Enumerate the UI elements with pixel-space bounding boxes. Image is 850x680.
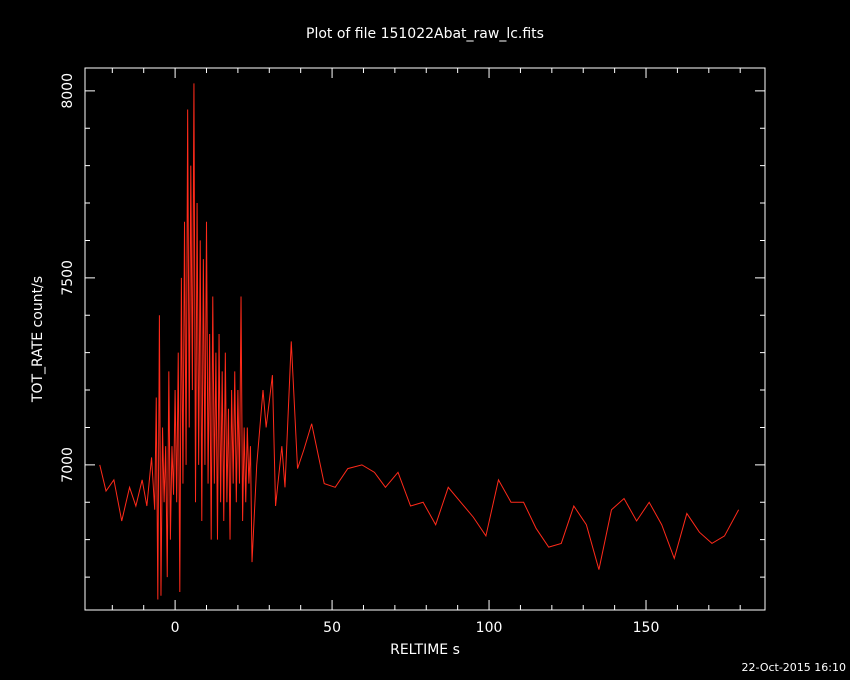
y-tick-label: 7000	[60, 447, 76, 483]
y-axis-label: TOT_RATE count/s	[30, 276, 46, 403]
x-axis-label: RELTIME s	[390, 642, 460, 658]
plot-frame	[84, 67, 766, 611]
x-tick-label: 50	[323, 620, 341, 636]
timestamp: 22-Oct-2015 16:10	[742, 661, 846, 674]
x-tick-label: 0	[171, 620, 180, 636]
x-tick-label: 100	[476, 620, 503, 636]
y-tick-label: 7500	[60, 260, 76, 296]
chart-title: Plot of file 151022Abat_raw_lc.fits	[306, 26, 544, 42]
light-curve	[99, 83, 740, 600]
x-tick-label: 150	[633, 620, 660, 636]
y-tick-label: 8000	[60, 73, 76, 109]
